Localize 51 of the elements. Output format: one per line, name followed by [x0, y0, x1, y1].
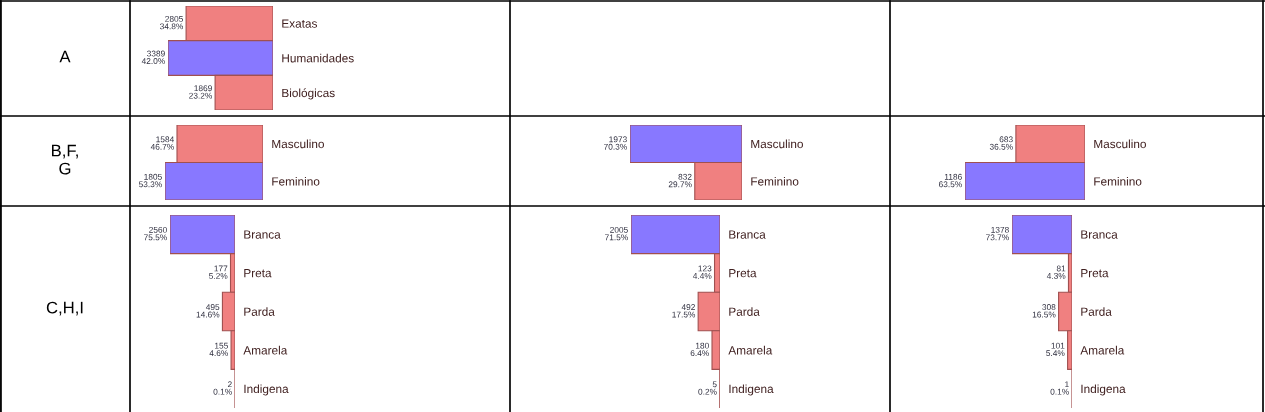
y-tick-label: Indigena — [244, 384, 289, 396]
data-label: 1378 73.7% — [986, 226, 1009, 241]
y-tick-label: Preta — [1081, 269, 1109, 278]
y-tick-label: Amarela — [243, 345, 288, 355]
y-tick-label: Indigena — [1081, 384, 1126, 396]
data-label: 2005 71.5% — [605, 226, 628, 241]
y-tick-label: Branca — [1081, 230, 1118, 239]
data-label: 101 5.4% — [1046, 342, 1065, 357]
data-label: 3389 42.0% — [141, 50, 165, 64]
data-label: 123 4.4% — [692, 265, 712, 279]
y-axis-title: B,F, G — [52, 144, 78, 175]
y-tick-label: Amarela — [728, 345, 773, 355]
y-tick-label: Humanidades — [282, 53, 354, 63]
data-label: 2560 75.5% — [144, 226, 167, 241]
data-label: 1973 70.3% — [604, 136, 627, 150]
data-label: 5 0.2% — [698, 381, 717, 395]
y-tick-label: Parda — [244, 307, 275, 316]
y-tick-label: Branca — [729, 230, 766, 239]
data-label: 1 0.1% — [1050, 381, 1069, 395]
data-label: 177 5.2% — [209, 265, 228, 279]
data-label: 155 4.6% — [209, 342, 228, 357]
y-axis-title: A — [59, 50, 71, 63]
data-label: 832 29.7% — [668, 173, 692, 188]
data-label: 2805 34.8% — [160, 15, 184, 30]
y-tick-label: Branca — [244, 230, 281, 239]
data-label: 2 0.1% — [213, 381, 232, 395]
y-tick-label: Parda — [1081, 307, 1112, 316]
data-label: 1186 63.5% — [939, 173, 962, 188]
y-axis-title: C,H,I — [46, 301, 83, 316]
y-tick-label: Indigena — [729, 384, 774, 396]
data-label: 180 6.4% — [690, 342, 709, 357]
y-tick-label: Masculino — [751, 139, 803, 149]
data-label: 495 14.6% — [196, 304, 220, 318]
y-tick-label: Masculino — [272, 139, 324, 149]
data-label: 81 4.3% — [1046, 265, 1066, 279]
y-tick-label: Exatas — [282, 19, 317, 28]
data-label: 1584 46.7% — [150, 136, 174, 150]
y-tick-label: Feminino — [751, 176, 799, 186]
data-label: 492 17.5% — [672, 304, 696, 318]
y-tick-label: Feminino — [272, 176, 320, 186]
y-tick-label: Masculino — [1094, 139, 1146, 149]
y-tick-label: Parda — [729, 307, 760, 316]
y-tick-label: Preta — [244, 269, 272, 278]
data-label: 308 16.5% — [1032, 304, 1056, 318]
data-label: 1805 53.3% — [138, 173, 162, 188]
data-label: 1869 23.2% — [189, 85, 213, 99]
y-tick-label: Biológicas — [282, 88, 335, 100]
y-tick-label: Feminino — [1094, 176, 1142, 186]
y-tick-label: Preta — [729, 269, 757, 278]
data-label: 683 36.5% — [989, 136, 1013, 150]
y-tick-label: Amarela — [1080, 345, 1125, 355]
